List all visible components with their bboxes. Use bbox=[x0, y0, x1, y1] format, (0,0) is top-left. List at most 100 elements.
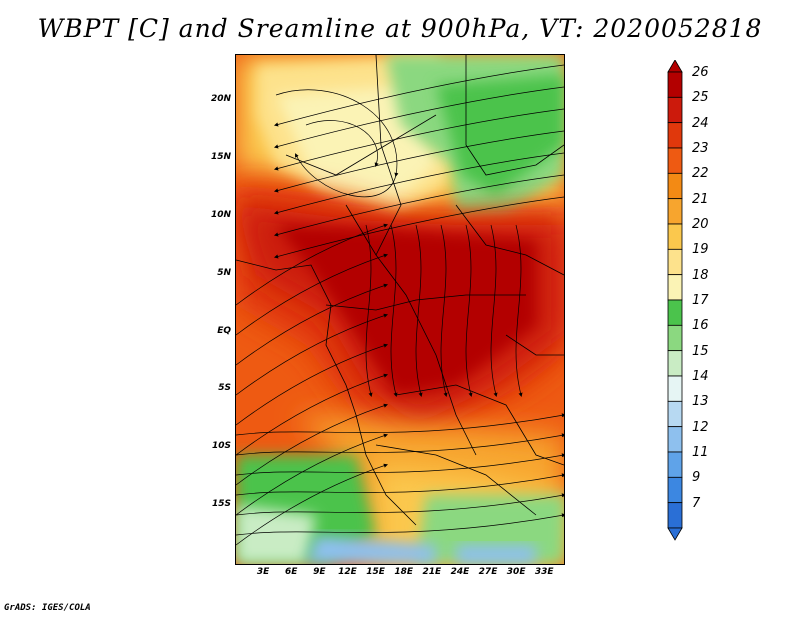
streamline bbox=[236, 413, 564, 436]
credit-text: GrADS: IGES/COLA bbox=[4, 603, 91, 613]
colorbar-swatch bbox=[667, 172, 683, 200]
streamline bbox=[490, 224, 498, 398]
streamline bbox=[365, 224, 373, 398]
colorbar-swatch bbox=[667, 248, 683, 276]
lon-tick-label: 18E bbox=[394, 567, 414, 577]
colorbar-swatch bbox=[667, 299, 683, 326]
streamline bbox=[390, 224, 398, 398]
lon-tick-label: 3E bbox=[256, 567, 270, 577]
streamline bbox=[273, 130, 564, 193]
colorbar-swatch bbox=[667, 375, 683, 402]
colorbar-tick-label: 17 bbox=[692, 293, 709, 308]
field-region bbox=[236, 505, 316, 564]
border-line bbox=[375, 444, 537, 516]
lat-tick-label: EQ bbox=[217, 325, 231, 336]
colorbar-top-triangle bbox=[667, 60, 683, 73]
streamline bbox=[236, 433, 564, 456]
streamline bbox=[273, 152, 564, 215]
colorbar-swatch bbox=[667, 96, 683, 124]
colorbar-tick-label: 19 bbox=[692, 242, 709, 258]
streamline bbox=[236, 253, 388, 336]
lon-tick-label: 12E bbox=[338, 567, 357, 577]
lon-tick-label: 33E bbox=[534, 567, 554, 577]
colorbar-tick-label: 21 bbox=[692, 191, 709, 207]
colorbar-swatch bbox=[667, 502, 683, 529]
colorbar-swatch bbox=[667, 198, 683, 225]
temperature-field bbox=[236, 55, 564, 564]
streamline bbox=[236, 343, 388, 426]
streamlines bbox=[236, 64, 564, 546]
streamline bbox=[236, 313, 388, 396]
colorbar-swatch bbox=[667, 71, 683, 98]
lon-tick-label: 21E bbox=[422, 567, 442, 577]
border-line bbox=[455, 204, 564, 276]
streamline bbox=[236, 283, 388, 366]
streamline bbox=[465, 224, 473, 398]
colorbar-tick-label: 7 bbox=[692, 495, 701, 511]
colorbar-tick-label: 24 bbox=[692, 115, 709, 131]
map-plot-area bbox=[235, 54, 565, 565]
colorbar-tick-label: 9 bbox=[692, 470, 701, 486]
colorbar-tick-label: 18 bbox=[692, 267, 709, 283]
colorbar-tick-label: 15 bbox=[692, 343, 709, 359]
streamline bbox=[273, 64, 564, 127]
colorbar-tick-label: 13 bbox=[692, 394, 709, 410]
colorbar-bottom-triangle bbox=[667, 527, 683, 541]
streamline bbox=[236, 493, 564, 516]
streamline bbox=[236, 373, 388, 456]
streamline bbox=[236, 453, 564, 476]
streamline bbox=[273, 86, 564, 149]
colorbar-swatch bbox=[667, 426, 683, 453]
colorbar-tick-label: 16 bbox=[692, 318, 709, 334]
colorbar-swatch bbox=[667, 324, 683, 352]
lon-tick-label: 6E bbox=[285, 567, 298, 577]
streamline bbox=[236, 513, 564, 536]
lat-tick-label: 15N bbox=[210, 152, 231, 163]
streamline bbox=[236, 223, 388, 306]
field-region bbox=[456, 545, 536, 564]
colorbar-tick-label: 26 bbox=[692, 65, 709, 80]
field-region bbox=[436, 75, 564, 195]
lat-tick-label: 20N bbox=[210, 94, 231, 105]
colorbar-tick-label: 11 bbox=[692, 445, 709, 460]
lat-tick-label: 5N bbox=[217, 267, 231, 278]
colorbar-swatch bbox=[667, 350, 683, 377]
border-line bbox=[465, 55, 564, 176]
streamline bbox=[236, 473, 564, 496]
streamline bbox=[515, 224, 523, 398]
streamline bbox=[305, 120, 379, 167]
lat-tick-label: 10N bbox=[210, 209, 231, 220]
border-line bbox=[325, 294, 526, 311]
lon-tick-label: 30E bbox=[506, 567, 526, 577]
colorbar-tick-label: 23 bbox=[692, 141, 709, 156]
colorbar-tick-label: 20 bbox=[692, 217, 709, 232]
colorbar-tick-label: 14 bbox=[692, 369, 709, 384]
colorbar-tick-label: 25 bbox=[692, 90, 709, 106]
lon-tick-label: 9E bbox=[313, 567, 326, 577]
colorbar-swatch bbox=[667, 122, 683, 149]
colorbar-swatch bbox=[667, 223, 683, 250]
chart-title: WBPT [C] and Sreamline at 900hPa, VT: 20… bbox=[37, 14, 763, 43]
lon-tick-label: 27E bbox=[478, 567, 498, 577]
colorbar-tick-label: 12 bbox=[692, 419, 709, 435]
streamline bbox=[275, 89, 399, 198]
colorbar-swatch bbox=[667, 400, 683, 428]
lon-tick-label: 24E bbox=[450, 567, 470, 577]
colorbar-swatch bbox=[667, 451, 683, 478]
lat-tick-label: 10S bbox=[211, 441, 231, 452]
streamline bbox=[236, 433, 388, 516]
lon-tick-label: 15E bbox=[366, 567, 385, 577]
streamline bbox=[415, 224, 423, 398]
streamline bbox=[273, 174, 564, 237]
lat-tick-label: 15S bbox=[211, 499, 231, 510]
lat-tick-label: 5S bbox=[218, 383, 231, 394]
colorbar-tick-label: 22 bbox=[692, 166, 709, 182]
colorbar-swatch bbox=[667, 147, 683, 174]
streamline bbox=[440, 224, 448, 398]
colorbar bbox=[667, 60, 683, 541]
colorbar-swatch bbox=[667, 476, 683, 504]
border-line bbox=[345, 204, 477, 456]
streamline bbox=[273, 196, 564, 259]
wbpt-streamline-map bbox=[236, 55, 564, 564]
field-region bbox=[306, 535, 436, 564]
